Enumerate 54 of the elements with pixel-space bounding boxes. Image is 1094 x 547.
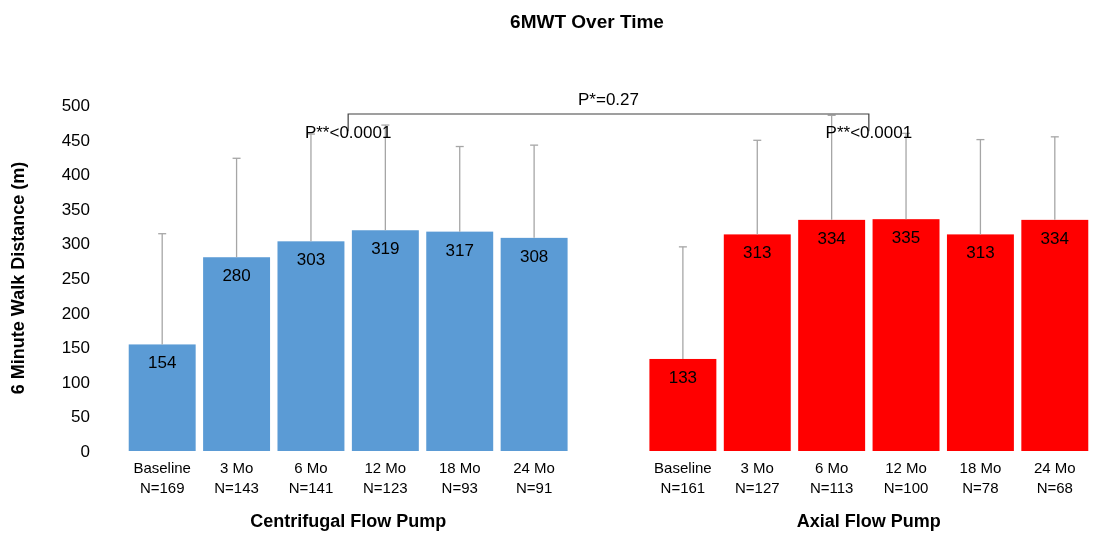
data-label: 313 bbox=[966, 243, 995, 263]
annotation: P*=0.27 bbox=[578, 90, 639, 109]
y-tick-label: 300 bbox=[61, 234, 90, 254]
data-label: 133 bbox=[668, 367, 698, 387]
y-tick-label: 500 bbox=[61, 95, 90, 115]
data-label: 334 bbox=[1040, 228, 1069, 248]
bar bbox=[426, 231, 494, 451]
x-tick-label: 3 Mo N=127 bbox=[734, 459, 780, 496]
bar bbox=[351, 230, 419, 451]
x-tick-label: 24 Mo N=91 bbox=[513, 459, 555, 496]
chart-title: 6MWT Over Time bbox=[510, 11, 664, 32]
x-tick-label: 3 Mo N=143 bbox=[214, 459, 259, 496]
data-label: 335 bbox=[891, 228, 921, 248]
y-tick-label: 450 bbox=[61, 130, 90, 150]
text: Axial Flow Pump bbox=[796, 511, 941, 531]
data-label: 317 bbox=[445, 240, 474, 260]
data-label: 303 bbox=[296, 250, 326, 270]
y-tick-label: 250 bbox=[61, 268, 90, 288]
y-tick-label: 150 bbox=[61, 338, 90, 358]
x-tick-label: 6 Mo N=113 bbox=[809, 459, 854, 496]
y-tick-label: 100 bbox=[61, 372, 90, 392]
data-label: 154 bbox=[148, 353, 177, 373]
bar bbox=[128, 344, 196, 451]
data-label: 334 bbox=[817, 228, 846, 248]
bar bbox=[649, 358, 717, 451]
bar bbox=[723, 234, 791, 451]
y-tick-label: 0 bbox=[80, 441, 90, 461]
y-tick-label: 200 bbox=[61, 303, 90, 323]
y-axis-title: 6 Minute Walk Distance (m) bbox=[8, 161, 28, 395]
x-tick-label: Baseline N=161 bbox=[654, 459, 712, 496]
x-tick-label: 18 Mo N=78 bbox=[959, 459, 1002, 496]
x-tick-label: 24 Mo N=68 bbox=[1033, 459, 1076, 496]
x-tick-label: 18 Mo N=93 bbox=[438, 459, 481, 496]
x-tick-label: Baseline N=169 bbox=[133, 459, 191, 496]
text: Centrifugal Flow Pump bbox=[250, 511, 447, 531]
x-tick-label: 6 Mo N=141 bbox=[288, 459, 334, 496]
annotation: P**<0.0001 bbox=[825, 123, 913, 143]
y-tick-label: 400 bbox=[61, 165, 90, 185]
data-label: 319 bbox=[371, 239, 400, 259]
bar bbox=[277, 241, 345, 451]
y-tick-label: 50 bbox=[71, 407, 90, 427]
bar bbox=[872, 219, 940, 451]
data-label: 280 bbox=[222, 266, 251, 286]
x-tick-label: 12 Mo N=123 bbox=[363, 459, 408, 496]
y-tick-label: 350 bbox=[61, 199, 90, 219]
data-label: 313 bbox=[743, 243, 772, 263]
bar bbox=[203, 257, 271, 451]
bar bbox=[798, 219, 866, 451]
bar bbox=[946, 234, 1014, 451]
bar bbox=[1021, 219, 1089, 451]
bar bbox=[500, 237, 568, 451]
x-tick-label: 12 Mo N=100 bbox=[883, 459, 929, 496]
data-label: 308 bbox=[519, 246, 549, 266]
annotation: P**<0.0001 bbox=[304, 123, 392, 143]
